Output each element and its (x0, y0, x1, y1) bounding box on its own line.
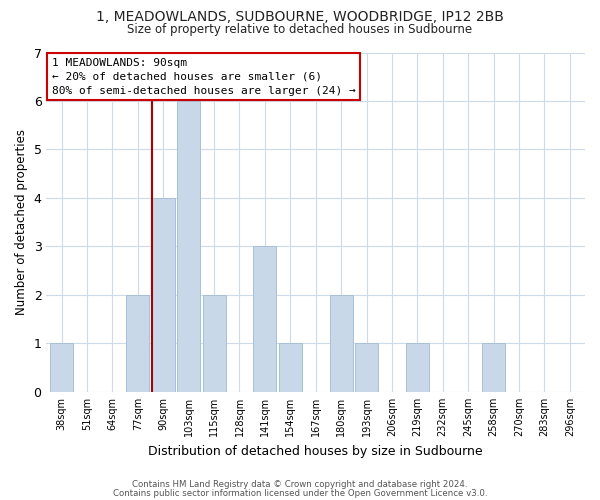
Bar (152, 198, 175, 392)
Bar (355, 344, 378, 392)
Text: Size of property relative to detached houses in Sudbourne: Size of property relative to detached ho… (127, 22, 473, 36)
Y-axis label: Number of detached properties: Number of detached properties (15, 129, 28, 315)
Bar (329, 295, 353, 392)
Bar (127, 295, 149, 392)
Bar (177, 101, 200, 392)
Bar (279, 344, 302, 392)
Bar (203, 295, 226, 392)
X-axis label: Distribution of detached houses by size in Sudbourne: Distribution of detached houses by size … (148, 444, 483, 458)
Text: 1 MEADOWLANDS: 90sqm
← 20% of detached houses are smaller (6)
80% of semi-detach: 1 MEADOWLANDS: 90sqm ← 20% of detached h… (52, 58, 356, 96)
Text: 1, MEADOWLANDS, SUDBOURNE, WOODBRIDGE, IP12 2BB: 1, MEADOWLANDS, SUDBOURNE, WOODBRIDGE, I… (96, 10, 504, 24)
Bar (50, 344, 73, 392)
Bar (406, 344, 429, 392)
Text: Contains public sector information licensed under the Open Government Licence v3: Contains public sector information licen… (113, 488, 487, 498)
Bar (482, 344, 505, 392)
Text: Contains HM Land Registry data © Crown copyright and database right 2024.: Contains HM Land Registry data © Crown c… (132, 480, 468, 489)
Bar (253, 246, 277, 392)
